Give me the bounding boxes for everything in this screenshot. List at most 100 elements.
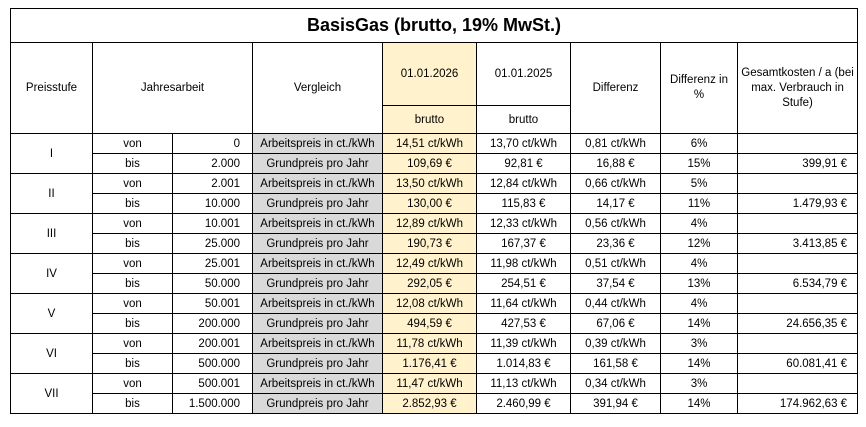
header-cell: 01.01.2025 (476, 42, 571, 106)
table-cell: 23,36 € (570, 233, 661, 254)
table-cell: 254,51 € (476, 273, 571, 294)
table-cell: 11,13 ct/kWh (476, 373, 571, 394)
table-cell: 500.000 (172, 353, 253, 374)
table-cell: 13,70 ct/kWh (476, 133, 571, 154)
table-cell: bis (92, 273, 173, 294)
table-cell (736, 293, 859, 314)
table-cell: VI (10, 333, 93, 374)
table-cell: 25.000 (172, 233, 253, 254)
table-cell: 14,17 € (570, 193, 661, 214)
table-cell: 200.000 (172, 313, 253, 334)
table-cell: IV (10, 253, 93, 294)
table-cell: von (92, 293, 173, 314)
table-cell: 12,08 ct/kWh (382, 293, 477, 314)
price-table: BasisGas (brutto, 19% MwSt.) Preisstufe … (9, 8, 859, 414)
table-cell: 12% (660, 233, 738, 254)
table-cell: 5% (660, 173, 738, 194)
table-cell (736, 133, 859, 154)
header-cell: Jahresarbeit (92, 42, 253, 134)
table-cell: Grundpreis pro Jahr (252, 393, 383, 414)
table-cell: 6% (660, 133, 738, 154)
table-cell: 2.000 (172, 153, 253, 174)
table-cell: 1.479,93 € (736, 193, 859, 214)
table-cell: 1.014,83 € (476, 353, 571, 374)
table-cell: 10.000 (172, 193, 253, 214)
table-cell: 13% (660, 273, 738, 294)
table-cell: 14,51 ct/kWh (382, 133, 477, 154)
table-cell: 11,47 ct/kWh (382, 373, 477, 394)
table-cell: 15% (660, 153, 738, 174)
table-cell: 2.460,99 € (476, 393, 571, 414)
table-cell (736, 333, 859, 354)
table-cell: bis (92, 313, 173, 334)
table-cell: I (10, 133, 93, 174)
table-cell: 11% (660, 193, 738, 214)
table-cell: Arbeitspreis in ct./kWh (252, 173, 383, 194)
table-cell: 4% (660, 293, 738, 314)
table-cell: 4% (660, 253, 738, 274)
table-cell: Grundpreis pro Jahr (252, 353, 383, 374)
table-cell: Arbeitspreis in ct./kWh (252, 333, 383, 354)
table-cell: 50.001 (172, 293, 253, 314)
table-cell: 1.500.000 (172, 393, 253, 414)
table-cell: 13,50 ct/kWh (382, 173, 477, 194)
table-cell: 174.962,63 € (736, 393, 859, 414)
table-cell: 0,51 ct/kWh (570, 253, 661, 274)
table-cell: 16,88 € (570, 153, 661, 174)
table-cell: 4% (660, 213, 738, 234)
table-cell: von (92, 373, 173, 394)
table-cell: 161,58 € (570, 353, 661, 374)
table-cell: 37,54 € (570, 273, 661, 294)
table-cell: von (92, 133, 173, 154)
table-cell: 2.852,93 € (382, 393, 477, 414)
header-cell: Differenz (570, 42, 661, 134)
table-cell: 11,64 ct/kWh (476, 293, 571, 314)
table-cell: 10.001 (172, 213, 253, 234)
header-cell: Gesamtkosten / a (bei max. Verbrauch in … (736, 42, 859, 134)
table-cell: 0 (172, 133, 253, 154)
table-cell: 0,39 ct/kWh (570, 333, 661, 354)
table-cell: III (10, 213, 93, 254)
table-cell: 0,56 ct/kWh (570, 213, 661, 234)
table-cell: 115,83 € (476, 193, 571, 214)
table-cell: II (10, 173, 93, 214)
table-cell: Grundpreis pro Jahr (252, 193, 383, 214)
table-cell: Arbeitspreis in ct./kWh (252, 373, 383, 394)
table-cell (736, 173, 859, 194)
table-cell: 11,98 ct/kWh (476, 253, 571, 274)
header-cell: brutto (476, 105, 571, 134)
table-cell (736, 373, 859, 394)
table-cell: 391,94 € (570, 393, 661, 414)
table-cell (736, 213, 859, 234)
table-cell: 109,69 € (382, 153, 477, 174)
table-cell: von (92, 173, 173, 194)
table-cell: Arbeitspreis in ct./kWh (252, 293, 383, 314)
header-cell: Preisstufe (10, 42, 93, 134)
table-cell: von (92, 213, 173, 234)
header-cell: Differenz in % (660, 42, 738, 134)
table-cell: Grundpreis pro Jahr (252, 273, 383, 294)
table-cell: bis (92, 233, 173, 254)
table-cell: bis (92, 193, 173, 214)
table-cell: 292,05 € (382, 273, 477, 294)
table-cell: 2.001 (172, 173, 253, 194)
table-cell: 167,37 € (476, 233, 571, 254)
table-cell: 25.001 (172, 253, 253, 274)
table-cell: 427,53 € (476, 313, 571, 334)
table-cell: 14% (660, 393, 738, 414)
table-cell: 494,59 € (382, 313, 477, 334)
header-cell: 01.01.2026 (382, 42, 477, 106)
table-cell: 399,91 € (736, 153, 859, 174)
table-cell: bis (92, 153, 173, 174)
table-cell: 12,89 ct/kWh (382, 213, 477, 234)
table-cell: 0,81 ct/kWh (570, 133, 661, 154)
table-cell: Arbeitspreis in ct./kWh (252, 133, 383, 154)
table-cell: Grundpreis pro Jahr (252, 153, 383, 174)
table-title: BasisGas (brutto, 19% MwSt.) (9, 8, 859, 43)
table-cell: Arbeitspreis in ct./kWh (252, 213, 383, 234)
table-cell: 0,66 ct/kWh (570, 173, 661, 194)
table-cell: 12,49 ct/kWh (382, 253, 477, 274)
table-cell: 0,34 ct/kWh (570, 373, 661, 394)
table-cell: von (92, 333, 173, 354)
table-cell: 3.413,85 € (736, 233, 859, 254)
